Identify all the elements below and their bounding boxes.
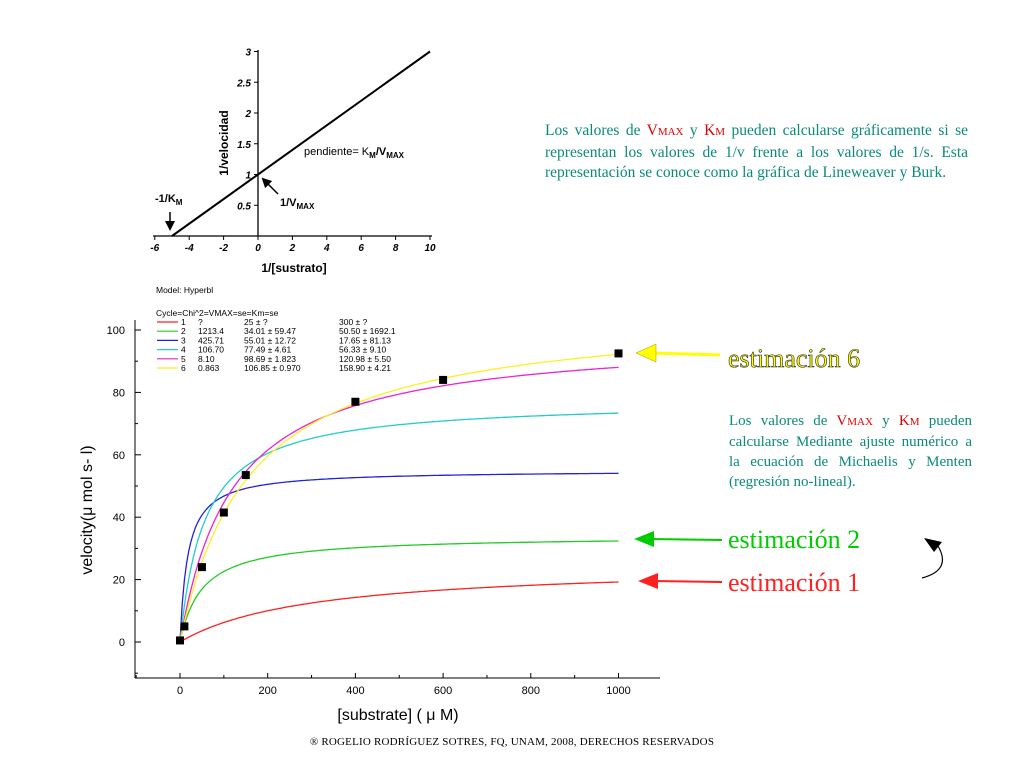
est6-arrowhead [635,343,657,363]
mm-data-point [241,471,250,480]
lb-y-tick-label: 3 [245,48,251,59]
mm-legend-chi2: 1213.4 [198,326,224,336]
curved-arrow-icon [921,545,943,579]
est2-arrow-line [649,538,723,541]
callouts: estimación 6 estimación 2 estimación 1 [634,343,943,597]
mm-y-axis-label: velocity(μ mol s- l) [79,445,96,574]
mm-x-tick-label: 400 [346,685,364,697]
mm-x-axis-label: [substrate] ( μ M) [337,707,458,724]
mm-data-point [439,375,448,384]
lb-x-tick-label: 6 [358,243,364,254]
mm-legend-km: 120.98 ± 5.50 [339,354,391,364]
mm-legend-chi2: ? [198,317,203,327]
lb-y-tick-label: 0.5 [237,201,251,212]
mm-y-tick-label: 60 [113,450,125,462]
lb-y-tick-label: 2 [244,109,251,120]
mm-legend-vmax: 25 ± ? [244,317,268,327]
mm-data-point [219,508,228,517]
mm-fit-curve-1 [179,581,619,643]
mm-data-point [197,563,206,572]
mm-y-tick-label: 80 [113,387,125,399]
mm-legend-km: 56.33 ± 9.10 [339,345,386,355]
mm-data-point [176,636,184,645]
mm-legend-cycle: 5 [181,354,186,364]
lb-x-tick-label: 0 [255,243,261,254]
lb-x-tick-label: 2 [289,243,296,254]
mm-legend-vmax: 98.69 ± 1.823 [244,354,296,364]
mm-fit-curve-5 [179,366,619,643]
mm-data-point [351,397,360,406]
mm-legend-km: 50.50 ± 1692.1 [339,326,396,336]
mm-legend-cycle: 4 [181,345,186,355]
lb-x-tick-label: 10 [424,243,436,254]
mm-x-tick-label: 600 [434,685,452,697]
mm-legend-chi2: 106.70 [198,345,224,355]
mm-y-tick-label: 0 [119,637,125,649]
paragraph-lineweaver-burk: Los valores de VMAX y KM pueden calcular… [545,122,969,181]
lb-y-intercept-arrow [261,177,279,195]
est1-label: estimación 1 [728,568,860,597]
lb-y-tick-label: 1.5 [237,140,251,151]
lb-y-tick-label: 1 [245,171,251,182]
lb-x-axis-label: 1/[sustrato] [261,261,326,275]
mm-y-tick-label: 100 [107,325,125,337]
michaelis-menten-plot: 0 200 400 600 800 1000 0 20 40 60 80 100 [substrat… [79,285,660,724]
est6-label: estimación 6 [728,344,860,373]
mm-legend-chi2: 0.863 [198,363,220,373]
lb-x-intercept-label: -1/KM [155,193,183,207]
est2-label: estimación 2 [728,525,860,554]
paragraph-michaelis-menten: Los valores de VMAX y KM pueden calcular… [729,413,973,490]
lb-regression-line [171,50,431,237]
est2-arrowhead [634,531,654,547]
lb-x-tick-label: -2 [219,243,228,254]
lb-x-tick-label: 4 [323,243,330,254]
mm-legend-km: 300 ± ? [339,317,368,327]
mm-y-tick-label: 20 [113,575,125,587]
mm-fit-curve-6 [179,353,619,643]
mm-legend-vmax: 34.01 ± 59.47 [244,326,296,336]
mm-x-tick-label: 0 [177,685,183,697]
lb-y-axis-label: 1/velocidad [217,110,231,175]
mm-legend-cycle: 3 [181,335,186,345]
lb-y-tick-label: 2.5 [236,78,251,89]
mm-x-tick-label: 800 [522,685,540,697]
mm-data-point [180,622,189,631]
lb-y-intercept-label: 1/VMAX [280,197,315,211]
mm-legend-header: Cycle=Chi^2=VMAX=se=Km=se [156,308,279,318]
lb-x-tick-label: 8 [393,243,399,254]
mm-legend-chi2: 425.71 [198,335,224,345]
mm-legend-cycle: 2 [181,326,186,336]
mm-fit-curve-2 [179,540,619,643]
est6-arrow-line [651,351,721,357]
mm-x-tick-label: 1000 [606,685,630,697]
copyright-footer: ® ROGELIO RODRÍGUEZ SOTRES, FQ, UNAM, 20… [309,736,715,748]
mm-legend-cycle: 1 [181,317,186,327]
mm-fit-curve-4 [179,412,619,643]
lb-slope-annotation: pendiente= KM/VMAX [304,146,405,160]
mm-fit-curve-3 [179,472,619,643]
mm-legend-model: Model: Hyperbl [156,285,213,295]
est1-arrowhead [638,573,658,589]
mm-legend-vmax: 55.01 ± 12.72 [244,335,296,345]
mm-legend-km: 17.65 ± 81.13 [339,335,391,345]
mm-legend-km: 158.90 ± 4.21 [339,363,391,373]
mm-data-point [614,349,623,358]
mm-x-tick-label: 200 [259,685,277,697]
lb-x-tick-label: -6 [150,243,159,254]
mm-y-tick-label: 40 [113,512,125,524]
mm-legend-chi2: 8.10 [198,354,215,364]
lineweaver-burk-plot: -6 -4 -2 0 2 4 6 8 10 0.511.522.53 1/[sustrato] … [150,48,436,276]
mm-legend-vmax: 106.85 ± 0.970 [244,363,301,373]
mm-legend: Model: Hyperbl Cycle=Chi^2=VMAX=se=Km=se… [156,285,396,373]
mm-legend-cycle: 6 [181,363,186,373]
est1-arrow-line [653,580,723,583]
lb-x-tick-label: -4 [185,243,194,254]
mm-legend-vmax: 77.49 ± 4.61 [244,345,291,355]
curved-arrowhead [924,538,942,552]
